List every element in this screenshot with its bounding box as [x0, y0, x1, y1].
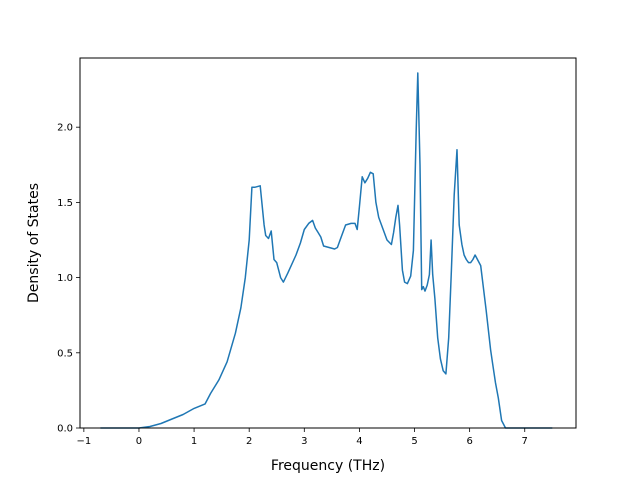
y-axis-ticks: 0.0 0.5 1.0 1.5 2.0	[57, 123, 80, 435]
y-tick-label: 1.0	[57, 273, 73, 284]
plot-frame	[79, 57, 577, 429]
series-layer	[100, 72, 553, 429]
x-axis-ticks: −1 0 1 2 3 4 5 6 7	[76, 428, 528, 447]
x-tick-label: 4	[356, 436, 362, 447]
y-tick-label: 0.0	[57, 424, 73, 435]
x-tick-label: 1	[191, 436, 197, 447]
y-axis-title: Density of States	[26, 183, 42, 303]
x-tick-label: −1	[76, 436, 91, 447]
x-tick-label: 3	[301, 436, 307, 447]
x-tick-label: 0	[136, 436, 142, 447]
x-tick-label: 6	[466, 436, 472, 447]
plot-background	[80, 58, 576, 428]
y-tick-label: 0.5	[57, 348, 73, 359]
y-tick-label: 1.5	[57, 198, 73, 209]
x-tick-label: 7	[522, 436, 528, 447]
x-tick-label: 2	[246, 436, 252, 447]
x-axis-title: Frequency (THz)	[271, 458, 385, 474]
y-tick-label: 2.0	[57, 123, 73, 134]
x-tick-label: 5	[411, 436, 417, 447]
series-line-0	[100, 72, 553, 429]
